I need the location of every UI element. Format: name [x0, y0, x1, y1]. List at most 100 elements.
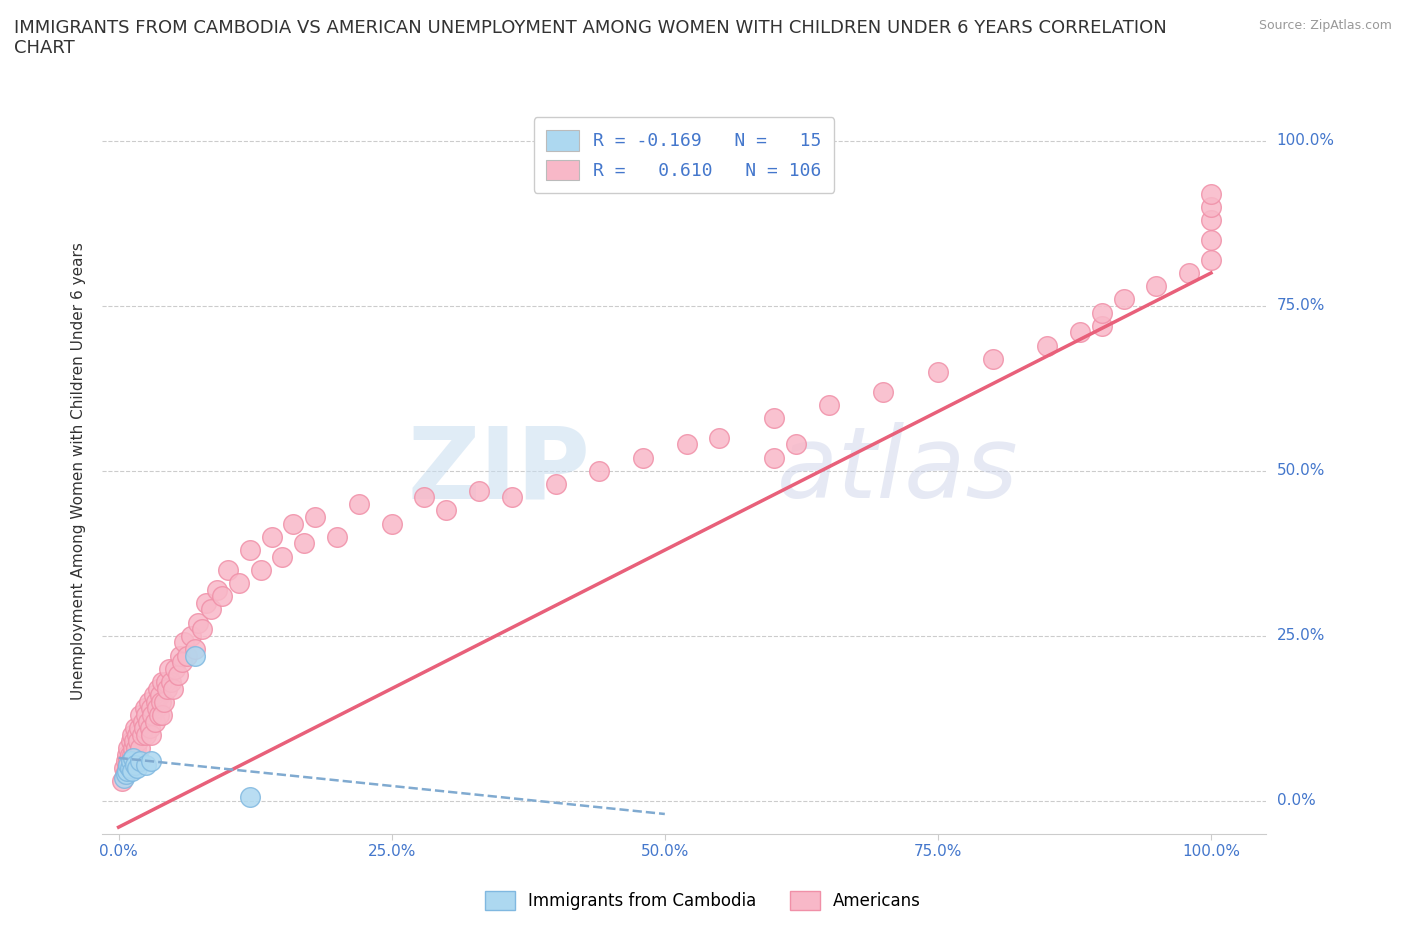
Point	[468, 484, 491, 498]
Point	[1112, 292, 1135, 307]
Point	[149, 688, 172, 703]
Point	[124, 747, 146, 762]
Point	[347, 497, 370, 512]
Point	[122, 734, 145, 749]
Point	[111, 774, 134, 789]
Point	[155, 674, 177, 689]
Point	[121, 751, 143, 765]
Point	[153, 695, 176, 710]
Text: Source: ZipAtlas.com: Source: ZipAtlas.com	[1258, 19, 1392, 32]
Point	[190, 622, 212, 637]
Point	[127, 727, 149, 742]
Point	[146, 701, 169, 716]
Point	[170, 655, 193, 670]
Text: 25.0%: 25.0%	[1277, 629, 1324, 644]
Point	[205, 582, 228, 597]
Legend: R = -0.169   N =   15, R =   0.610   N = 106: R = -0.169 N = 15, R = 0.610 N = 106	[534, 117, 834, 193]
Point	[117, 757, 139, 772]
Point	[200, 602, 222, 617]
Point	[157, 661, 180, 676]
Point	[413, 490, 436, 505]
Point	[260, 529, 283, 544]
Text: 50.0%: 50.0%	[1277, 463, 1324, 478]
Point	[326, 529, 349, 544]
Point	[817, 397, 839, 412]
Point	[872, 384, 894, 399]
Point	[117, 747, 139, 762]
Point	[184, 648, 207, 663]
Point	[117, 761, 139, 776]
Text: ZIP: ZIP	[408, 422, 591, 519]
Point	[501, 490, 523, 505]
Point	[304, 510, 326, 525]
Point	[115, 767, 138, 782]
Point	[112, 761, 135, 776]
Point	[763, 450, 786, 465]
Point	[121, 747, 143, 762]
Point	[150, 708, 173, 723]
Point	[162, 681, 184, 696]
Point	[139, 721, 162, 736]
Point	[129, 753, 152, 768]
Point	[1144, 279, 1167, 294]
Point	[141, 727, 163, 742]
Point	[143, 714, 166, 729]
Point	[173, 635, 195, 650]
Point	[544, 477, 567, 492]
Point	[121, 740, 143, 755]
Point	[156, 681, 179, 696]
Point	[1178, 265, 1201, 280]
Point	[117, 740, 139, 755]
Point	[981, 352, 1004, 366]
Point	[135, 708, 157, 723]
Point	[127, 761, 149, 776]
Point	[150, 695, 173, 710]
Point	[187, 616, 209, 631]
Text: atlas: atlas	[778, 422, 1018, 519]
Point	[271, 550, 294, 565]
Point	[1091, 318, 1114, 333]
Point	[150, 674, 173, 689]
Point	[135, 727, 157, 742]
Point	[249, 563, 271, 578]
Point	[118, 761, 141, 776]
Point	[148, 708, 170, 723]
Point	[135, 757, 157, 772]
Point	[292, 536, 315, 551]
Point	[217, 563, 239, 578]
Legend: Immigrants from Cambodia, Americans: Immigrants from Cambodia, Americans	[478, 884, 928, 917]
Point	[211, 589, 233, 604]
Point	[120, 734, 142, 749]
Point	[120, 753, 142, 768]
Point	[169, 648, 191, 663]
Point	[141, 753, 163, 768]
Point	[228, 576, 250, 591]
Point	[125, 740, 148, 755]
Point	[1069, 325, 1091, 339]
Point	[132, 721, 155, 736]
Point	[129, 740, 152, 755]
Point	[785, 437, 807, 452]
Point	[381, 516, 404, 531]
Point	[117, 764, 139, 778]
Text: IMMIGRANTS FROM CAMBODIA VS AMERICAN UNEMPLOYMENT AMONG WOMEN WITH CHILDREN UNDE: IMMIGRANTS FROM CAMBODIA VS AMERICAN UNE…	[14, 19, 1167, 58]
Point	[128, 721, 150, 736]
Point	[283, 516, 305, 531]
Y-axis label: Unemployment Among Women with Children Under 6 years: Unemployment Among Women with Children U…	[72, 242, 86, 700]
Point	[145, 695, 167, 710]
Point	[141, 701, 163, 716]
Point	[141, 708, 163, 723]
Point	[129, 708, 152, 723]
Point	[146, 681, 169, 696]
Point	[124, 757, 146, 772]
Point	[588, 463, 610, 478]
Point	[763, 411, 786, 426]
Point	[239, 790, 262, 804]
Point	[118, 747, 141, 762]
Point	[117, 753, 139, 768]
Point	[1199, 213, 1222, 228]
Point	[120, 753, 142, 768]
Point	[709, 431, 731, 445]
Point	[1036, 339, 1059, 353]
Point	[114, 767, 136, 782]
